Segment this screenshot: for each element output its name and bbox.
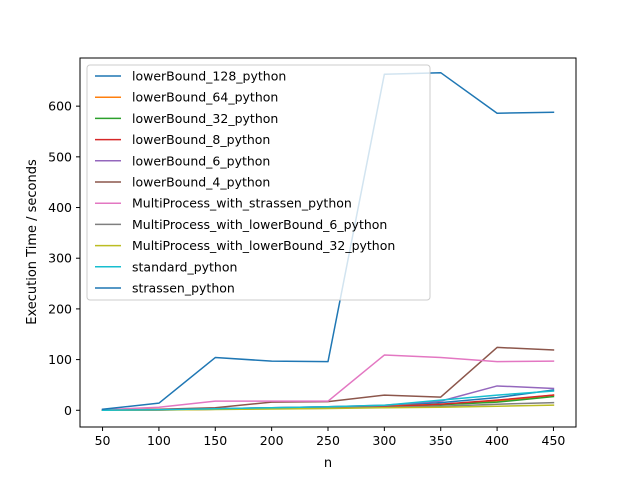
- legend-entry-label: standard_python: [132, 259, 237, 274]
- legend-entry-label: MultiProcess_with_lowerBound_6_python: [132, 217, 387, 232]
- x-tick-label: 50: [95, 433, 111, 448]
- y-tick-label: 300: [48, 251, 72, 266]
- legend-entry-label: lowerBound_64_python: [132, 90, 278, 105]
- plot-lines: [101, 71, 555, 411]
- series-line-MultiProcess_with_strassen_python: [101, 354, 555, 411]
- x-tick-label: 200: [260, 433, 284, 448]
- y-tick-label: 500: [48, 149, 72, 164]
- x-tick-label: 150: [203, 433, 227, 448]
- y-axis-ticks: 0 100 200 300 400 500 600: [48, 99, 80, 418]
- x-tick-label: 350: [429, 433, 453, 448]
- x-tick-label: 300: [372, 433, 396, 448]
- legend-entry-label: lowerBound_8_python: [132, 132, 270, 147]
- legend-entry-label: MultiProcess_with_lowerBound_32_python: [132, 238, 395, 253]
- legend-box: [86, 64, 431, 301]
- y-tick-label: 100: [48, 352, 72, 367]
- series-line-standard_python: [101, 390, 555, 411]
- legend-items: lowerBound_128_python lowerBound_64_pytho…: [95, 69, 395, 296]
- x-axis-ticks: 50 100 150 200 250 300 350 400 450: [95, 427, 566, 448]
- x-tick-label: 100: [147, 433, 171, 448]
- x-tick-label: 450: [542, 433, 566, 448]
- legend-entry-label: MultiProcess_with_strassen_python: [132, 196, 352, 211]
- legend-entry-label: lowerBound_128_python: [132, 69, 286, 84]
- y-tick-label: 0: [64, 403, 72, 418]
- y-tick-label: 200: [48, 301, 72, 316]
- y-tick-label: 600: [48, 99, 72, 114]
- legend-entry-label: strassen_python: [132, 281, 235, 296]
- legend-entry-label: lowerBound_4_python: [132, 175, 270, 190]
- legend: lowerBound_128_python lowerBound_64_pytho…: [86, 64, 431, 301]
- series-line-strassen_python: [101, 71, 555, 411]
- x-axis-label: n: [324, 456, 332, 471]
- x-tick-label: 250: [316, 433, 340, 448]
- x-tick-label: 400: [485, 433, 509, 448]
- y-axis-label: Execution Time / seconds: [25, 159, 40, 325]
- legend-entry-label: lowerBound_32_python: [132, 111, 278, 126]
- y-tick-label: 400: [48, 200, 72, 215]
- legend-entry-label: lowerBound_6_python: [132, 153, 270, 168]
